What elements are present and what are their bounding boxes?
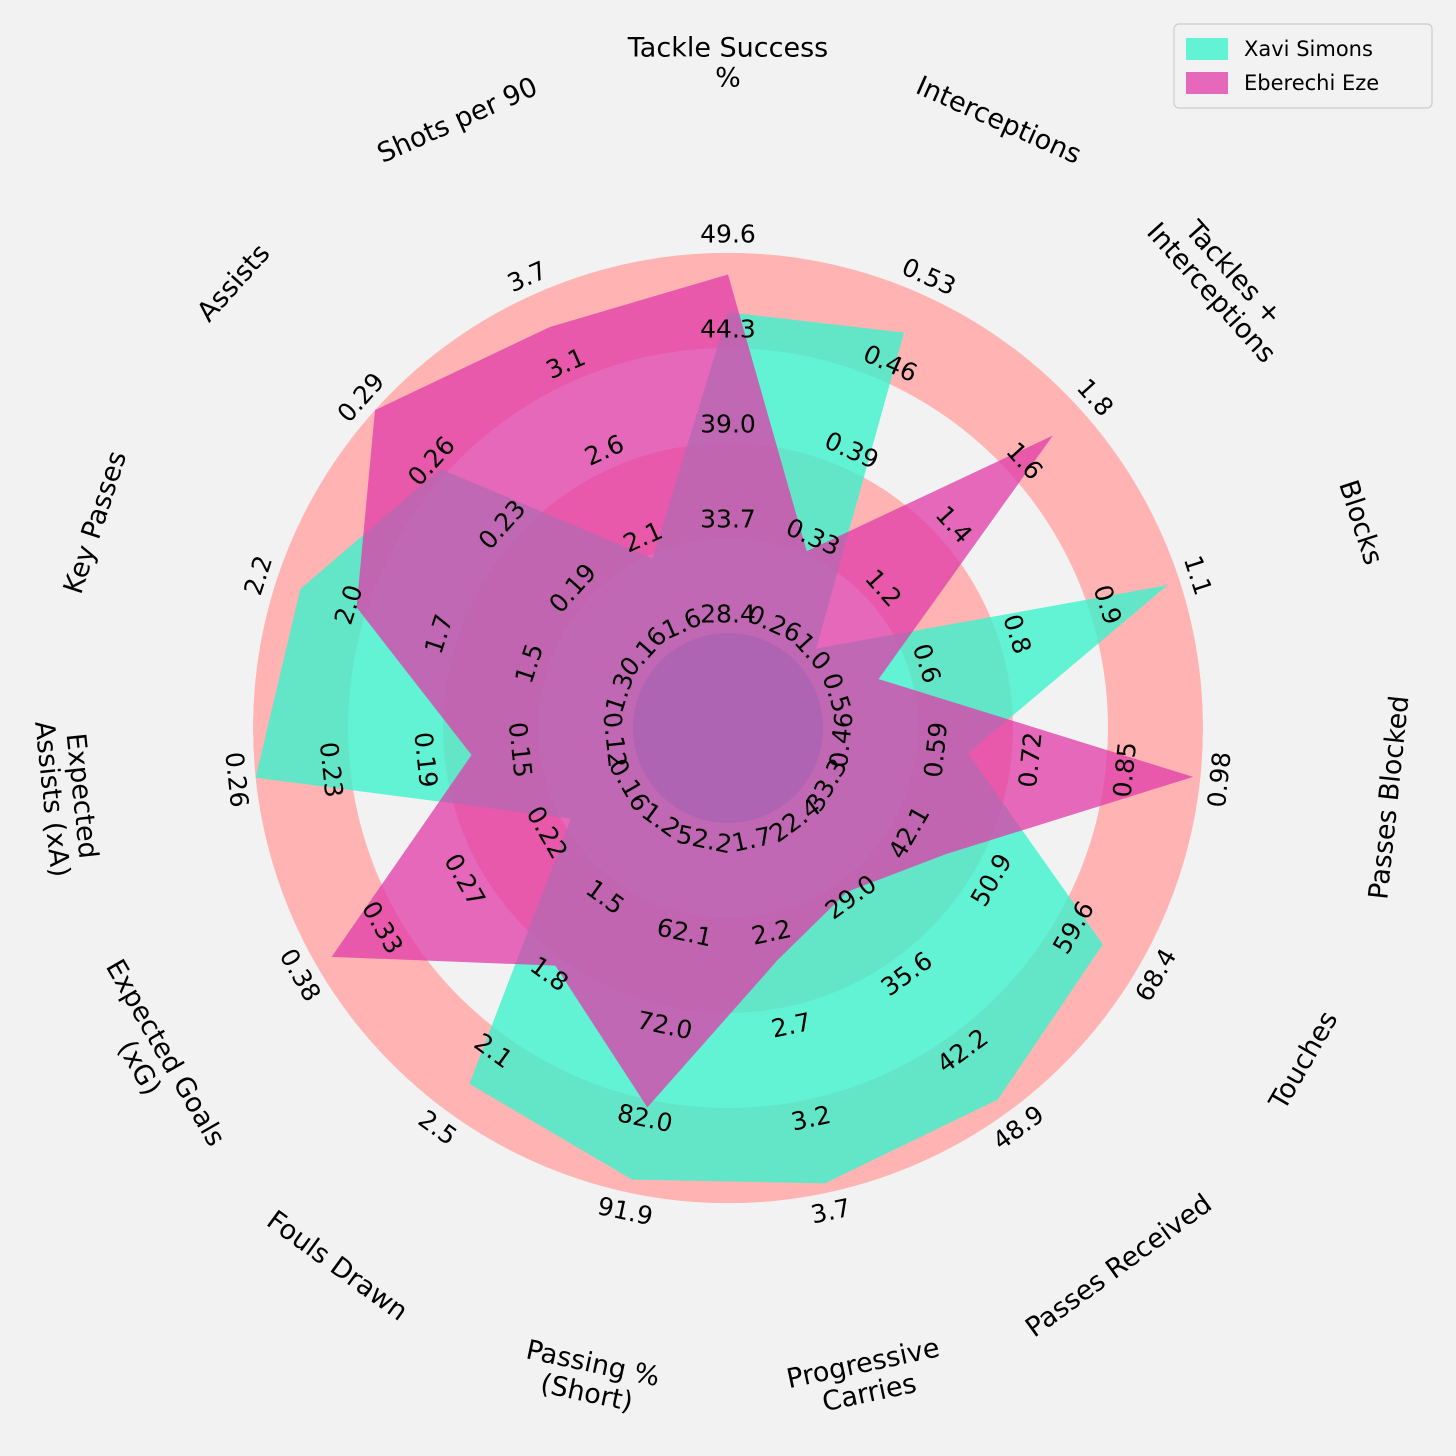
parameter-label: Tackles +Interceptions bbox=[1140, 214, 1288, 369]
legend-label: Eberechi Eze bbox=[1244, 71, 1379, 95]
tick-label: 49.6 bbox=[700, 220, 756, 249]
tick-label: 0.15 bbox=[503, 721, 538, 779]
parameter-label-line: Interceptions bbox=[911, 70, 1085, 170]
legend-swatch bbox=[1186, 38, 1228, 60]
parameter-label-line: Touches bbox=[1263, 1006, 1344, 1116]
parameter-label: Shots per 90 bbox=[373, 71, 543, 169]
tick-label: 0.26 bbox=[219, 750, 254, 808]
tick-label: 0.98 bbox=[1202, 750, 1237, 808]
parameter-label: Fouls Drawn bbox=[261, 1205, 414, 1328]
parameter-label: Key Passes bbox=[58, 447, 133, 597]
legend-label: Xavi Simons bbox=[1244, 37, 1373, 61]
tick-label: 0.12 bbox=[597, 711, 632, 769]
legend-swatch bbox=[1186, 72, 1228, 94]
parameter-label-line: % bbox=[715, 63, 741, 94]
tick-label: 0.19 bbox=[408, 731, 443, 789]
parameter-label-line: Key Passes bbox=[58, 447, 133, 597]
tick-label: 0.59 bbox=[919, 721, 954, 779]
parameter-label: Passes Received bbox=[1020, 1188, 1218, 1343]
tick-label: 0.23 bbox=[314, 741, 349, 799]
parameter-label-line: Tackle Success bbox=[627, 33, 828, 64]
tick-label: 39.0 bbox=[700, 410, 756, 439]
parameter-label-line: Shots per 90 bbox=[373, 71, 543, 169]
parameter-label: Interceptions bbox=[911, 70, 1085, 170]
center-disk bbox=[633, 633, 823, 823]
legend: Xavi Simons Eberechi Eze bbox=[1173, 23, 1433, 109]
parameter-label-line: Blocks bbox=[1332, 476, 1388, 568]
parameter-label-line: Assists bbox=[191, 238, 276, 328]
parameter-label-line: Passes Received bbox=[1020, 1188, 1218, 1343]
tick-label: 0.72 bbox=[1013, 731, 1048, 789]
parameter-label: Expected Goals(xG) bbox=[99, 954, 231, 1151]
series-polygons bbox=[255, 274, 1194, 1184]
parameter-label-line: Passes Blocked bbox=[1363, 694, 1415, 901]
parameter-label: Assists bbox=[191, 238, 276, 328]
parameter-label: Touches bbox=[1263, 1006, 1344, 1116]
parameter-label: Passing %(Short) bbox=[523, 1335, 662, 1419]
tick-label: 33.7 bbox=[700, 505, 756, 534]
tick-label: 44.3 bbox=[700, 315, 756, 344]
parameter-label: Blocks bbox=[1332, 476, 1388, 568]
tick-label: 28.4 bbox=[700, 600, 756, 629]
parameter-label: Passes Blocked bbox=[1363, 694, 1415, 901]
parameter-label-line: Fouls Drawn bbox=[261, 1205, 414, 1328]
tick-label: 0.46 bbox=[824, 711, 859, 769]
tick-label: 0.85 bbox=[1107, 741, 1142, 799]
legend-frame bbox=[1173, 23, 1433, 109]
parameter-label: Tackle Success% bbox=[627, 33, 828, 94]
